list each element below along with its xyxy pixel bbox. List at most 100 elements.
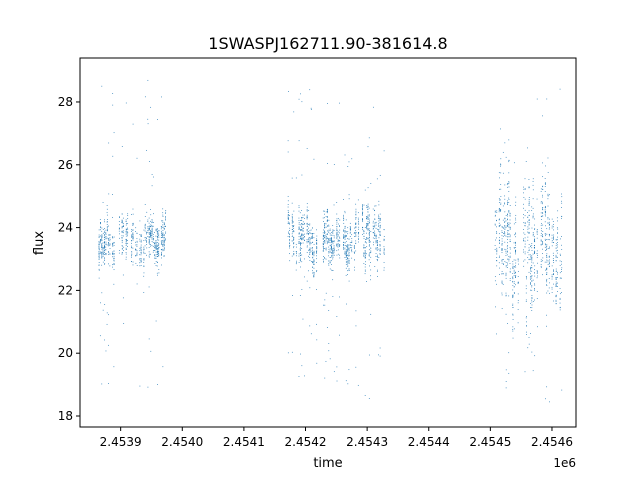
data-point xyxy=(106,244,108,246)
data-point xyxy=(512,289,514,291)
data-point xyxy=(328,251,330,253)
data-point xyxy=(157,250,158,252)
data-point xyxy=(524,371,526,373)
data-point xyxy=(374,230,376,232)
data-point xyxy=(512,276,514,278)
data-point xyxy=(105,249,107,250)
data-point xyxy=(368,137,370,139)
data-point xyxy=(496,265,498,267)
data-point xyxy=(298,228,300,230)
data-point xyxy=(379,244,381,245)
data-point xyxy=(542,196,544,198)
data-point xyxy=(355,242,357,244)
data-point xyxy=(501,243,503,244)
data-point xyxy=(347,254,348,256)
data-point xyxy=(316,251,317,253)
data-point xyxy=(513,271,515,273)
data-point xyxy=(347,251,349,253)
data-point xyxy=(112,194,113,195)
data-point xyxy=(515,242,516,244)
data-point xyxy=(331,240,333,242)
data-point xyxy=(514,272,515,274)
data-point xyxy=(353,247,355,248)
x-tick-label: 2.4544 xyxy=(408,435,450,449)
data-point xyxy=(163,234,165,236)
data-point xyxy=(308,234,309,236)
data-point xyxy=(125,233,127,235)
data-point xyxy=(508,210,510,211)
data-point xyxy=(156,230,158,232)
data-point xyxy=(162,241,164,243)
data-point xyxy=(362,226,363,228)
data-point xyxy=(348,249,350,251)
data-point xyxy=(161,226,162,228)
data-point xyxy=(158,235,160,237)
data-point xyxy=(336,220,338,221)
data-point xyxy=(150,224,152,226)
data-point xyxy=(106,323,108,325)
data-point xyxy=(559,253,561,255)
data-point xyxy=(144,224,146,226)
data-point xyxy=(102,309,104,311)
data-point xyxy=(139,385,141,387)
data-point xyxy=(354,232,355,234)
data-point xyxy=(287,223,289,225)
data-point xyxy=(104,258,106,260)
data-point xyxy=(531,250,533,251)
data-point xyxy=(528,202,530,204)
data-point xyxy=(300,253,301,254)
data-point xyxy=(326,243,328,245)
data-point xyxy=(530,282,531,284)
data-point xyxy=(144,239,146,241)
data-point xyxy=(302,238,304,239)
data-point xyxy=(379,226,381,228)
data-point xyxy=(376,178,378,180)
data-point xyxy=(509,212,511,214)
data-point xyxy=(501,260,503,262)
data-point xyxy=(125,219,127,221)
data-point xyxy=(324,248,325,249)
data-point xyxy=(112,264,113,266)
data-point xyxy=(378,354,379,356)
data-point xyxy=(336,316,338,317)
data-point xyxy=(150,235,151,236)
data-point xyxy=(536,272,538,274)
data-point xyxy=(362,208,364,210)
data-point xyxy=(370,231,372,232)
data-point xyxy=(530,278,532,280)
data-point xyxy=(158,234,160,236)
data-point xyxy=(325,240,327,242)
data-point xyxy=(322,259,324,260)
data-point xyxy=(336,245,338,247)
data-point xyxy=(501,226,503,228)
data-point xyxy=(344,154,346,156)
data-point xyxy=(515,271,516,273)
data-point xyxy=(540,265,542,267)
data-point xyxy=(354,252,355,254)
data-point xyxy=(289,244,291,246)
data-point xyxy=(528,197,530,198)
data-point xyxy=(132,261,134,263)
data-point xyxy=(345,267,347,269)
data-point xyxy=(333,237,335,239)
data-point xyxy=(289,247,291,249)
data-point xyxy=(308,240,309,242)
data-point xyxy=(372,225,374,227)
data-point xyxy=(546,239,548,240)
data-point xyxy=(553,269,554,271)
data-point xyxy=(500,196,502,197)
data-point xyxy=(304,233,305,235)
data-point xyxy=(145,233,147,235)
data-point xyxy=(112,155,114,157)
data-point xyxy=(366,218,367,220)
data-point xyxy=(375,236,377,238)
data-point xyxy=(361,208,363,209)
data-point xyxy=(289,239,291,240)
data-point xyxy=(152,222,154,223)
data-point xyxy=(310,229,312,231)
data-point xyxy=(158,247,160,249)
data-point xyxy=(328,343,330,344)
data-point xyxy=(101,252,103,254)
data-point xyxy=(355,210,357,212)
data-point xyxy=(161,232,162,234)
